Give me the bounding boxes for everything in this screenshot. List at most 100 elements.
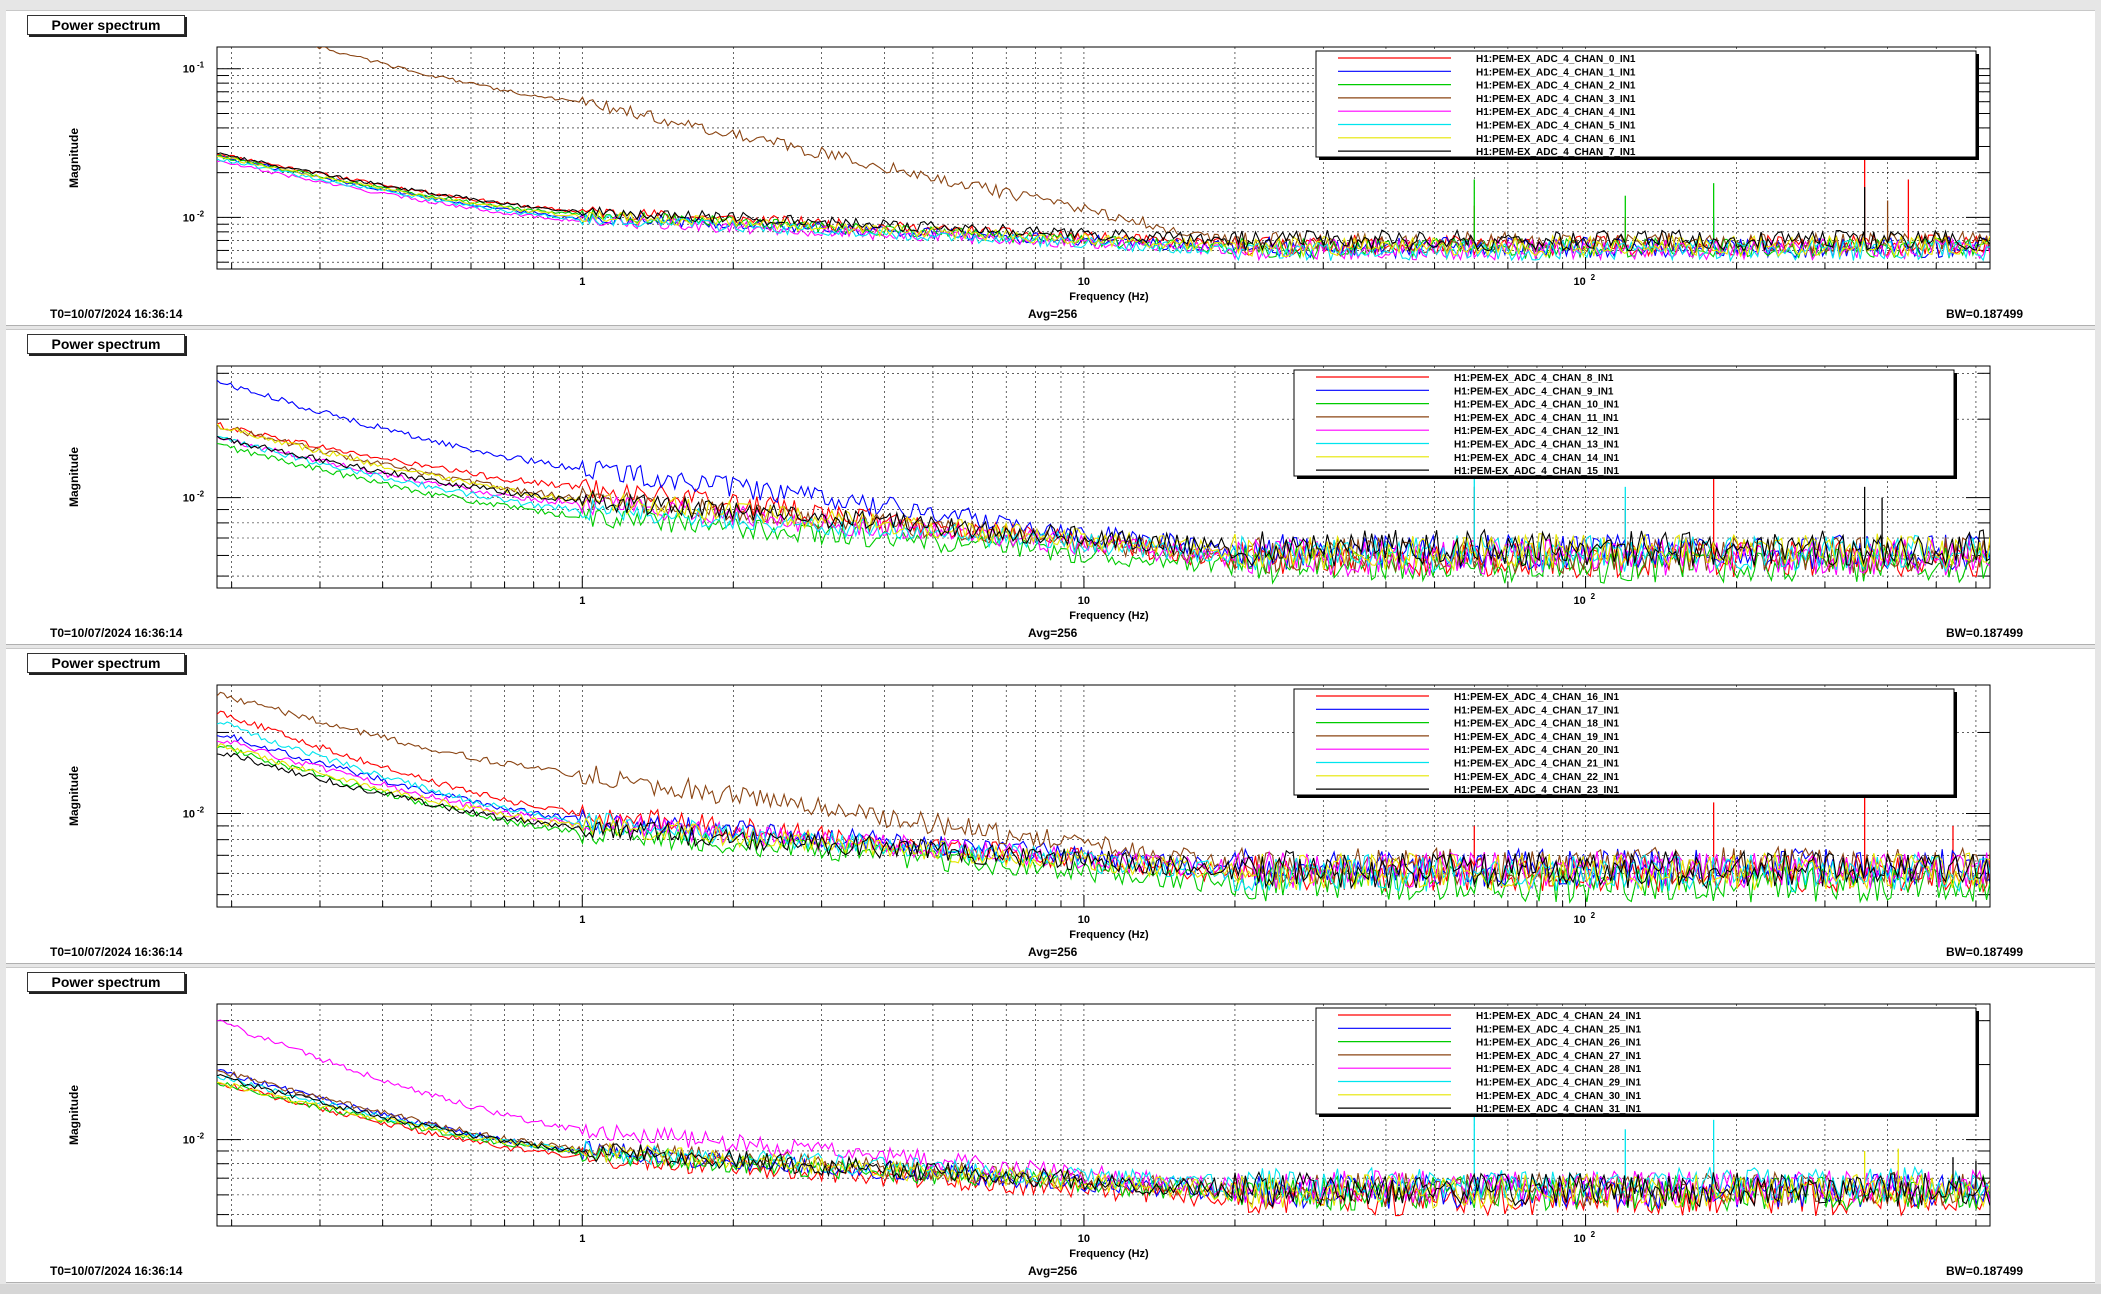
y-tick-label-exponent: -1 <box>197 61 205 70</box>
footer-bw: BW=0.187499 <box>1945 307 2023 321</box>
x-axis-label: Frequency (Hz) <box>1069 1248 1149 1260</box>
x-tick-label-exponent: 2 <box>1591 592 1596 601</box>
legend-entry: H1:PEM-EX_ADC_4_CHAN_3_IN1 <box>1476 94 1636 105</box>
series-trace-5 <box>217 435 1990 573</box>
legend-entry: H1:PEM-EX_ADC_4_CHAN_8_IN1 <box>1454 373 1614 384</box>
legend-entry: H1:PEM-EX_ADC_4_CHAN_14_IN1 <box>1454 453 1619 464</box>
legend-entry: H1:PEM-EX_ADC_4_CHAN_4_IN1 <box>1476 107 1636 118</box>
legend-entry: H1:PEM-EX_ADC_4_CHAN_2_IN1 <box>1476 81 1636 92</box>
x-tick-label-exponent: 2 <box>1591 1230 1596 1239</box>
series-trace-2 <box>217 1081 1990 1213</box>
legend-entry: H1:PEM-EX_ADC_4_CHAN_1_IN1 <box>1476 67 1636 78</box>
legend-entry: H1:PEM-EX_ADC_4_CHAN_7_IN1 <box>1476 147 1636 158</box>
legend-entry: H1:PEM-EX_ADC_4_CHAN_27_IN1 <box>1476 1051 1641 1062</box>
x-tick-label-exponent: 2 <box>1591 911 1596 920</box>
footer-t0: T0=10/07/2024 16:36:14 <box>50 626 183 640</box>
y-axis-label: Magnitude <box>67 128 81 188</box>
y-tick-label: 10 <box>183 493 195 505</box>
legend-entry: H1:PEM-EX_ADC_4_CHAN_9_IN1 <box>1454 386 1614 397</box>
y-tick-label-exponent: -2 <box>197 490 205 499</box>
series-trace-4 <box>217 435 1990 577</box>
series-trace-0 <box>217 1082 1990 1217</box>
legend-entry: H1:PEM-EX_ADC_4_CHAN_30_IN1 <box>1476 1091 1641 1102</box>
legend-entry: H1:PEM-EX_ADC_4_CHAN_28_IN1 <box>1476 1064 1641 1075</box>
legend-entry: H1:PEM-EX_ADC_4_CHAN_0_IN1 <box>1476 54 1636 65</box>
spectrum-panel-2: 1 10 10 2 10 -2 Frequency (Hz) Magnitude H1:PEM-… <box>6 648 2095 964</box>
y-axis-label: Magnitude <box>67 766 81 826</box>
series-trace-6 <box>217 743 1990 892</box>
legend-entry: H1:PEM-EX_ADC_4_CHAN_25_IN1 <box>1476 1024 1641 1035</box>
legend-entry: H1:PEM-EX_ADC_4_CHAN_13_IN1 <box>1454 440 1619 451</box>
legend-entry: H1:PEM-EX_ADC_4_CHAN_15_IN1 <box>1454 466 1619 477</box>
y-tick-label: 10 <box>183 64 195 76</box>
legend-entry: H1:PEM-EX_ADC_4_CHAN_5_IN1 <box>1476 121 1636 132</box>
series-trace-7 <box>217 752 1990 890</box>
panel-title: Power spectrum <box>27 653 185 673</box>
footer-bw: BW=0.187499 <box>1945 945 2023 959</box>
y-tick-label: 10 <box>183 212 195 224</box>
x-tick-label-exponent: 2 <box>1591 273 1596 282</box>
panel-title: Power spectrum <box>27 972 185 992</box>
y-tick-label-exponent: -2 <box>197 806 205 815</box>
footer-t0: T0=10/07/2024 16:36:14 <box>50 307 183 321</box>
legend-entry: H1:PEM-EX_ADC_4_CHAN_22_IN1 <box>1454 772 1619 783</box>
legend-entry: H1:PEM-EX_ADC_4_CHAN_26_IN1 <box>1476 1038 1641 1049</box>
x-tick-label: 10 <box>1573 276 1585 288</box>
footer-avg: Avg=256 <box>1028 1264 1078 1278</box>
y-axis-label: Magnitude <box>67 1085 81 1145</box>
legend-box <box>1293 688 1955 796</box>
bottom-scroll-strip <box>0 1284 2101 1294</box>
spectrum-panel-0: 1 10 10 2 10 -1 10 -2 Frequency (Hz) Magnitude H1:… <box>6 10 2095 326</box>
legend-entry: H1:PEM-EX_ADC_4_CHAN_6_IN1 <box>1476 134 1636 145</box>
x-axis-label: Frequency (Hz) <box>1069 929 1149 941</box>
spectrum-panel-1: 1 10 10 2 10 -2 Frequency (Hz) Magnitude H1:PEM-… <box>6 329 2095 645</box>
legend-entry: H1:PEM-EX_ADC_4_CHAN_31_IN1 <box>1476 1104 1641 1115</box>
series-trace-7 <box>217 435 1990 568</box>
legend-box <box>1293 369 1955 477</box>
x-tick-label: 10 <box>1078 1233 1090 1245</box>
x-tick-label: 10 <box>1078 276 1090 288</box>
footer-t0: T0=10/07/2024 16:36:14 <box>50 1264 183 1278</box>
x-tick-label: 10 <box>1078 595 1090 607</box>
legend-box <box>1315 50 1977 158</box>
series-trace-6 <box>217 1081 1990 1210</box>
footer-avg: Avg=256 <box>1028 945 1078 959</box>
legend-entry: H1:PEM-EX_ADC_4_CHAN_18_IN1 <box>1454 719 1619 730</box>
legend-entry: H1:PEM-EX_ADC_4_CHAN_12_IN1 <box>1454 426 1619 437</box>
x-tick-label: 1 <box>579 276 585 288</box>
x-tick-label: 10 <box>1573 1233 1585 1245</box>
series-trace-5 <box>217 721 1990 893</box>
footer-t0: T0=10/07/2024 16:36:14 <box>50 945 183 959</box>
x-tick-label: 10 <box>1573 595 1585 607</box>
x-tick-label: 1 <box>579 914 585 926</box>
legend-box <box>1315 1007 1977 1115</box>
legend-entry: H1:PEM-EX_ADC_4_CHAN_17_IN1 <box>1454 705 1619 716</box>
spectrum-panel-3: 1 10 10 2 10 -2 Frequency (Hz) Magnitude H1:PEM-… <box>6 967 2095 1283</box>
y-tick-label-exponent: -2 <box>197 209 205 218</box>
legend-entry: H1:PEM-EX_ADC_4_CHAN_21_IN1 <box>1454 759 1619 770</box>
x-tick-label: 1 <box>579 1233 585 1245</box>
legend-entry: H1:PEM-EX_ADC_4_CHAN_16_IN1 <box>1454 692 1619 703</box>
y-tick-label-exponent: -2 <box>197 1132 205 1141</box>
panel-title: Power spectrum <box>27 334 185 354</box>
series-trace-7 <box>217 1074 1990 1208</box>
footer-bw: BW=0.187499 <box>1945 1264 2023 1278</box>
footer-avg: Avg=256 <box>1028 307 1078 321</box>
x-axis-label: Frequency (Hz) <box>1069 610 1149 622</box>
y-tick-label: 10 <box>183 1135 195 1147</box>
legend-entry: H1:PEM-EX_ADC_4_CHAN_29_IN1 <box>1476 1078 1641 1089</box>
series-trace-2 <box>217 745 1990 904</box>
x-tick-label: 1 <box>579 595 585 607</box>
series-trace-5 <box>217 158 1990 263</box>
x-tick-label: 10 <box>1573 914 1585 926</box>
legend-entry: H1:PEM-EX_ADC_4_CHAN_23_IN1 <box>1454 785 1619 796</box>
legend-entry: H1:PEM-EX_ADC_4_CHAN_10_IN1 <box>1454 400 1619 411</box>
legend-entry: H1:PEM-EX_ADC_4_CHAN_19_IN1 <box>1454 732 1619 743</box>
y-axis-label: Magnitude <box>67 447 81 507</box>
legend-entry: H1:PEM-EX_ADC_4_CHAN_24_IN1 <box>1476 1011 1641 1022</box>
series-trace-7 <box>217 152 1990 253</box>
